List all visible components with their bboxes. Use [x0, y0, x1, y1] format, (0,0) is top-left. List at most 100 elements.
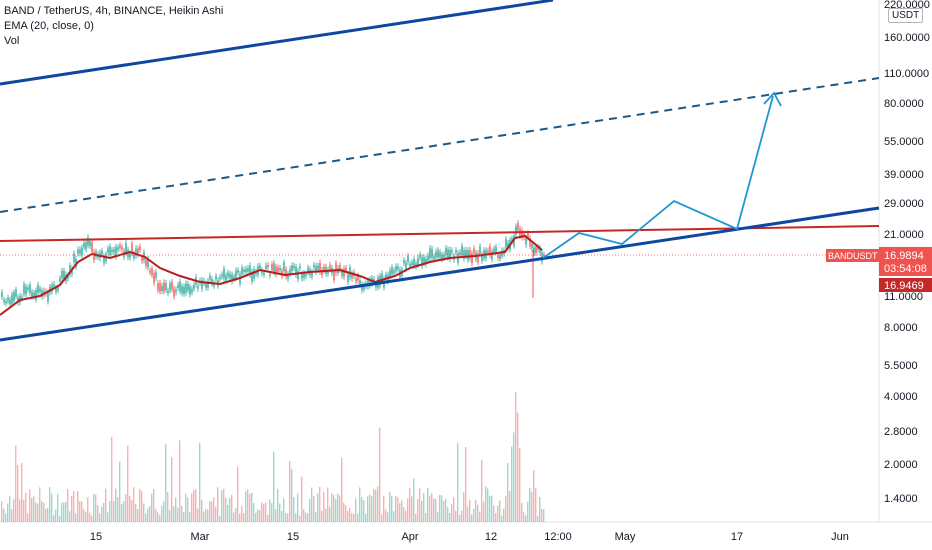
volume-bar [327, 487, 329, 522]
candle-body [175, 289, 177, 293]
volume-bar [451, 503, 453, 522]
currency-button[interactable]: USDT [888, 8, 924, 23]
candle-body [13, 292, 15, 302]
candle-body [37, 284, 39, 293]
candle-body [57, 287, 59, 291]
volume-bar [341, 457, 343, 522]
volume-bar [271, 503, 273, 522]
volume-bar [379, 427, 381, 522]
candle-body [511, 238, 513, 242]
candle-body [439, 251, 441, 258]
symbol-title[interactable]: BAND / TetherUS, 4h, BINANCE, Heikin Ash… [4, 5, 224, 17]
volume-bar [193, 490, 195, 522]
ema-indicator-label[interactable]: EMA (20, close, 0) [4, 20, 94, 32]
candle-body [431, 248, 433, 258]
candle-body [1, 292, 3, 297]
candle-body [543, 254, 545, 257]
volume-bar [199, 443, 201, 522]
candle-body [527, 232, 529, 238]
volume-bar [147, 508, 149, 522]
candle-body [507, 242, 509, 248]
volume-bar [523, 511, 525, 522]
candle-body [289, 268, 291, 274]
volume-bar [509, 491, 511, 522]
volume-indicator-label[interactable]: Vol [4, 35, 20, 47]
volume-bar [81, 501, 83, 522]
candle-body [459, 252, 461, 255]
candle-body [323, 266, 325, 271]
candle-body [201, 279, 203, 289]
volume-bar [419, 488, 421, 522]
lower-channel-line [0, 206, 880, 342]
candle-body [27, 287, 29, 290]
candle-body [247, 268, 249, 272]
volume-bar [109, 501, 111, 522]
candle-body [445, 247, 447, 256]
candle-body [313, 264, 315, 268]
volume-bar [283, 498, 285, 522]
volume-bar [431, 493, 433, 522]
volume-bar [475, 499, 477, 522]
candle-body [477, 253, 479, 263]
candle-body [419, 254, 421, 258]
volume-bar [337, 493, 339, 522]
candle-body [153, 273, 155, 283]
volume-bar [311, 487, 313, 522]
candle-body [299, 266, 301, 269]
candle-body [525, 237, 527, 245]
candle-body [193, 284, 195, 289]
candle-body [69, 265, 71, 275]
volume-bar [17, 465, 19, 522]
candle-body [327, 269, 329, 274]
candle-body [241, 267, 243, 275]
volume-bar [145, 513, 147, 522]
candle-body [487, 250, 489, 253]
volume-bar [467, 506, 469, 522]
volume-bar [529, 487, 531, 522]
volume-bar [505, 496, 507, 522]
volume-bar [139, 488, 141, 522]
candle-body [219, 276, 221, 279]
volume-bar [37, 503, 39, 522]
candle-body [321, 269, 323, 276]
volume-bar [197, 508, 199, 522]
candle-body [341, 271, 343, 276]
candle-body [129, 253, 131, 258]
candle-body [535, 246, 537, 254]
volume-bar [313, 496, 315, 522]
volume-bar [201, 499, 203, 522]
candle-body [25, 286, 27, 295]
candle-body [33, 292, 35, 297]
volume-bar [93, 493, 95, 522]
candle-body [111, 249, 113, 253]
volume-bar [89, 512, 91, 522]
candle-body [237, 269, 239, 273]
candle-body [363, 284, 365, 290]
candle-body [23, 284, 25, 294]
candle-body [357, 275, 359, 281]
volume-bar [35, 502, 37, 522]
candle-body [205, 283, 207, 288]
volume-bar [29, 489, 31, 522]
volume-bar [119, 461, 121, 522]
candle-body [417, 257, 419, 266]
candle-body [61, 270, 63, 279]
volume-bar [249, 493, 251, 522]
candle-body [93, 251, 95, 260]
volume-bar [33, 496, 35, 522]
candle-body [147, 259, 149, 268]
volume-bar [439, 494, 441, 522]
volume-bar [129, 495, 131, 522]
volume-bar [409, 487, 411, 522]
upper-channel-line [0, 0, 554, 86]
ema-value-label: 16.9469 [884, 280, 924, 292]
candle-body [67, 275, 69, 279]
volume-bar [13, 499, 15, 522]
candle-body [139, 246, 141, 250]
volume-bar [9, 496, 11, 522]
volume-bar [399, 503, 401, 522]
volume-bar [415, 513, 417, 522]
candle-body [261, 270, 263, 274]
volume-bar [51, 493, 53, 522]
